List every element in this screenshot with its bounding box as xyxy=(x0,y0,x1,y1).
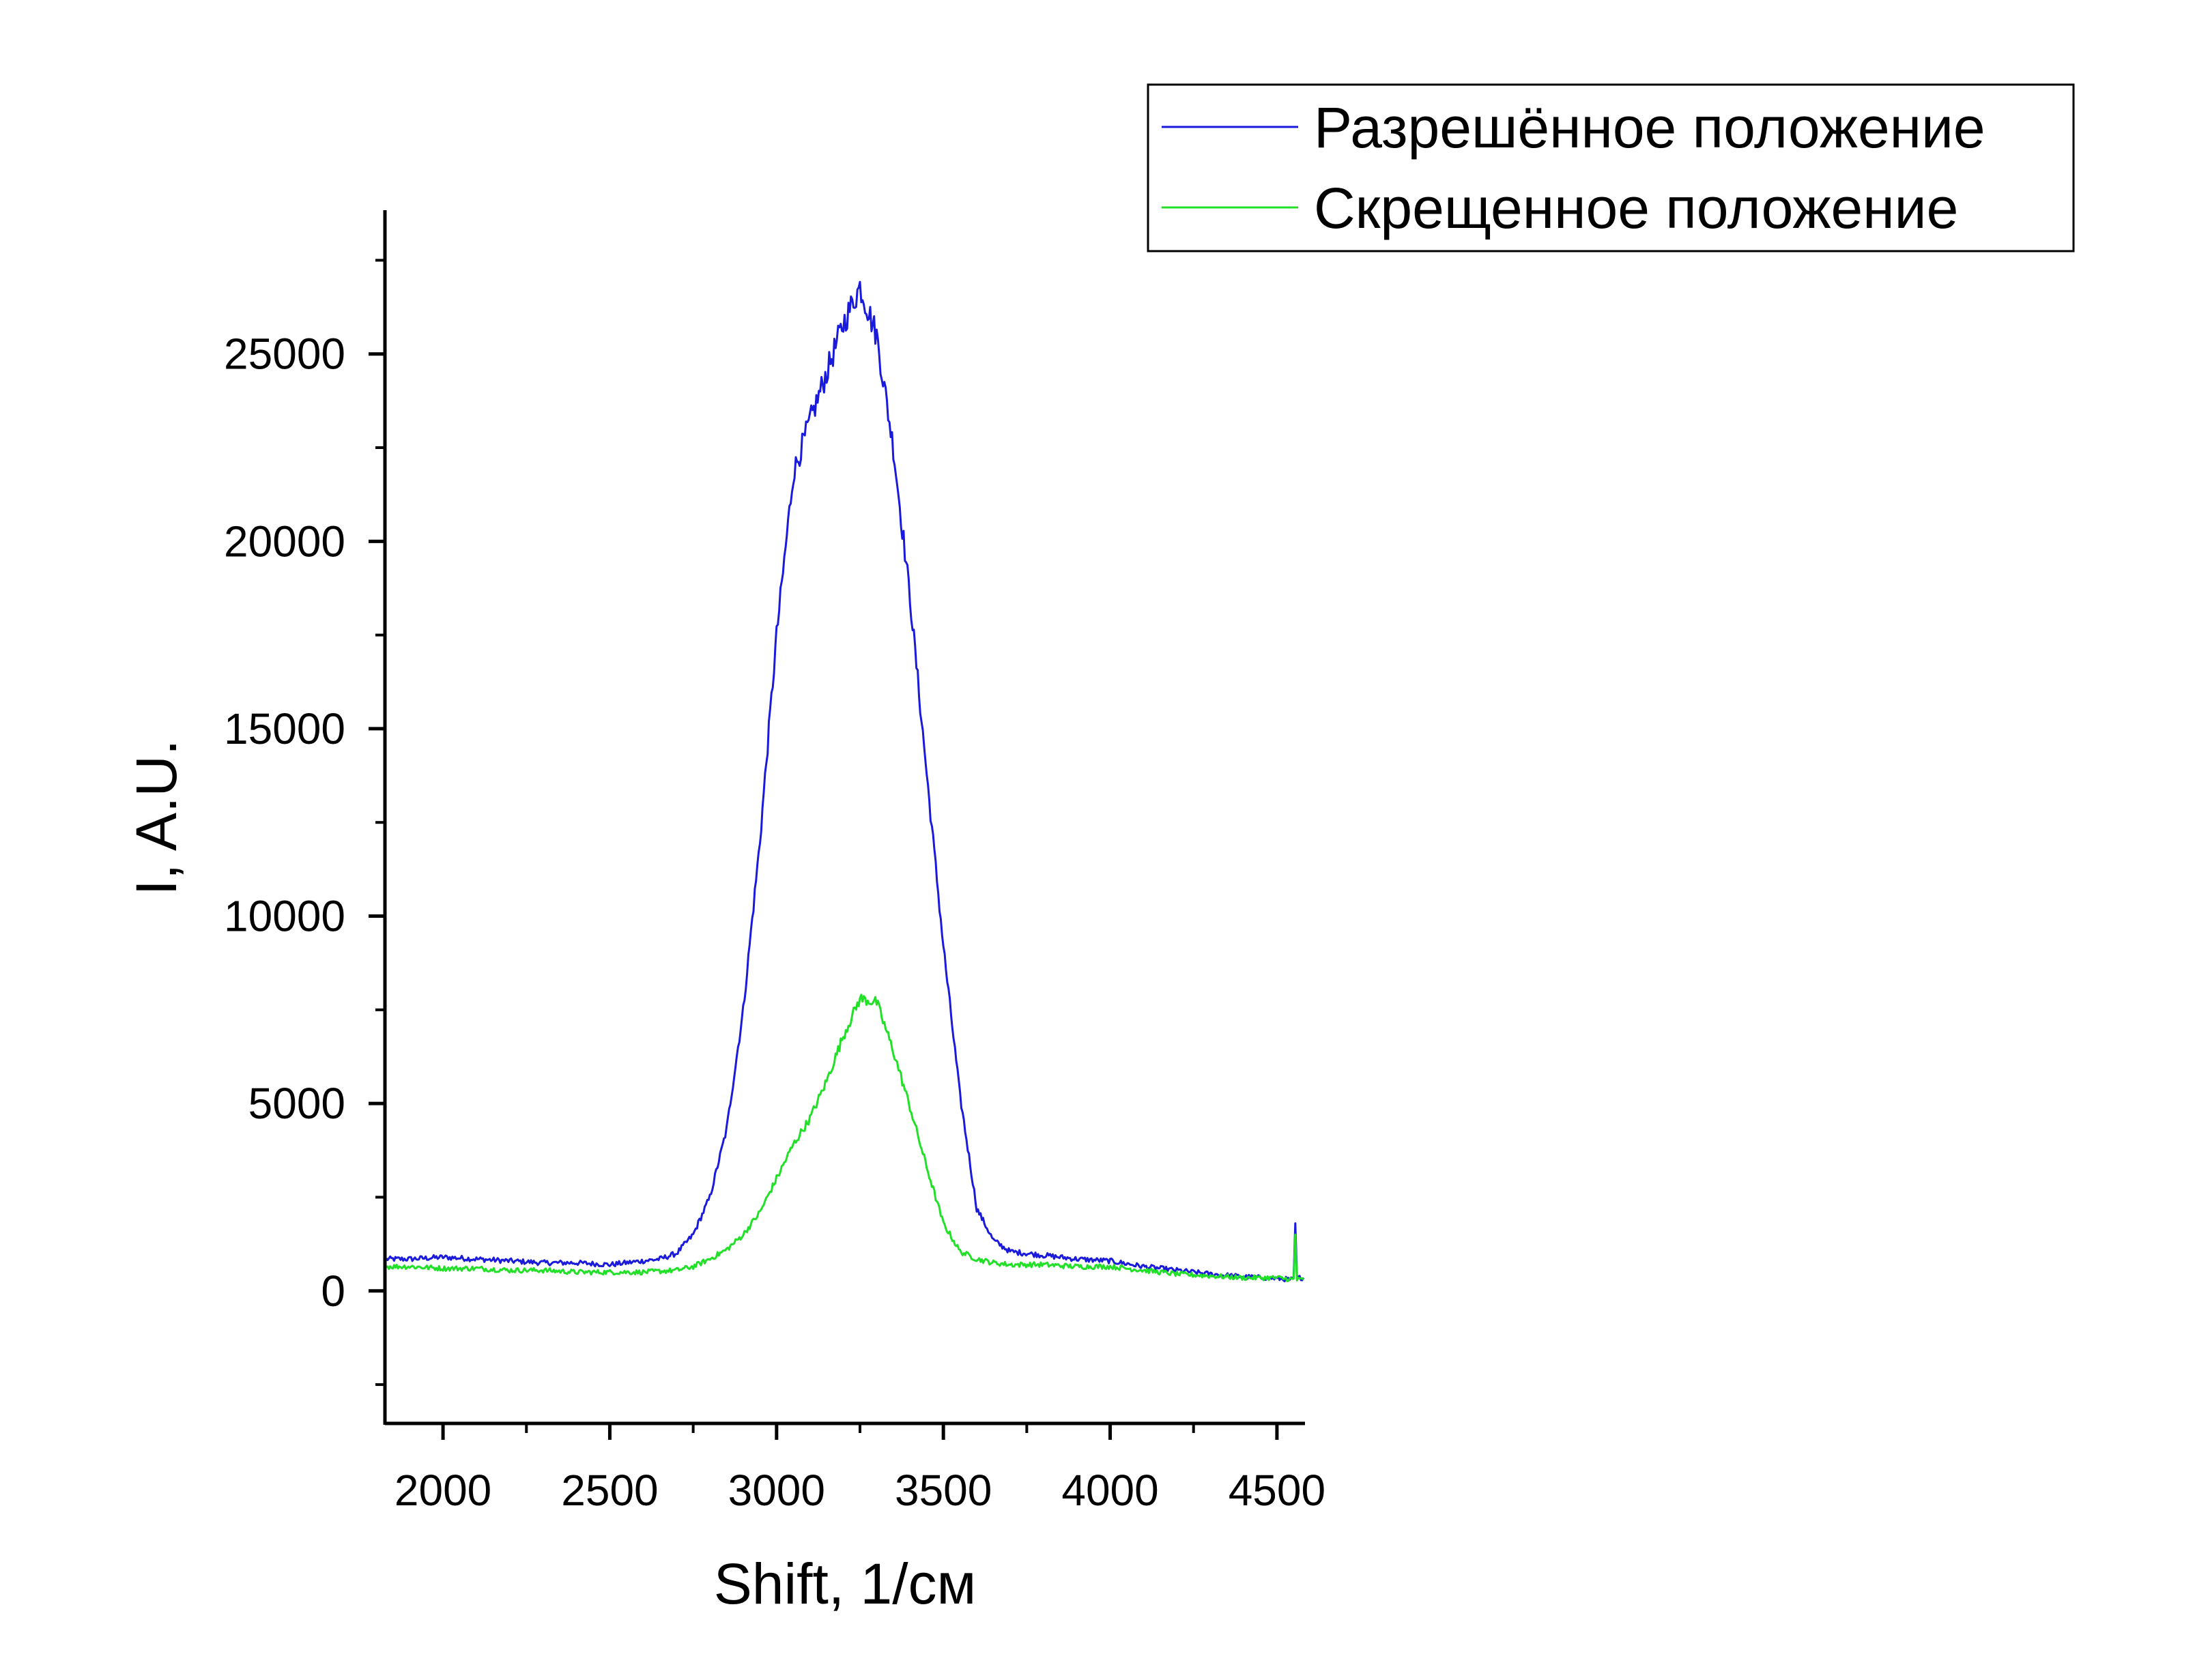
legend: Разрешённое положение Скрещенное положен… xyxy=(1147,83,2075,252)
y-tick-label: 20000 xyxy=(224,517,345,566)
y-tick-label: 25000 xyxy=(224,330,345,379)
x-tick-label: 2500 xyxy=(561,1466,658,1515)
y-axis: 0 5000 10000 15000 20000 25000 xyxy=(224,210,387,1425)
x-ticks: 2000 2500 3000 3500 4000 4500 xyxy=(394,1423,1325,1515)
y-tick-label: 10000 xyxy=(224,892,345,941)
y-tick-label: 5000 xyxy=(248,1079,345,1128)
x-axis: 2000 2500 3000 3500 4000 4500 xyxy=(385,1421,1325,1515)
y-tick-label: 15000 xyxy=(224,704,345,753)
y-ticks: 0 5000 10000 15000 20000 25000 xyxy=(224,259,385,1387)
x-tick-label: 2000 xyxy=(394,1466,491,1515)
legend-label-allowed: Разрешённое положение xyxy=(1314,96,1985,160)
plot-area xyxy=(385,280,1305,1283)
x-tick-label: 3000 xyxy=(728,1466,825,1515)
y-tick-label: 0 xyxy=(321,1266,345,1316)
y-axis-title: I, A.U. xyxy=(124,740,188,896)
x-tick-label: 4000 xyxy=(1061,1466,1158,1515)
legend-label-crossed: Скрещенное положение xyxy=(1314,176,1958,240)
legend-box xyxy=(1147,83,2075,252)
x-axis-title: Shift, 1/см xyxy=(714,1552,977,1616)
x-tick-label: 3500 xyxy=(895,1466,992,1515)
x-tick-label: 4500 xyxy=(1229,1466,1325,1515)
series-line-crossed xyxy=(386,994,1305,1283)
series-line-allowed xyxy=(385,280,1305,1283)
